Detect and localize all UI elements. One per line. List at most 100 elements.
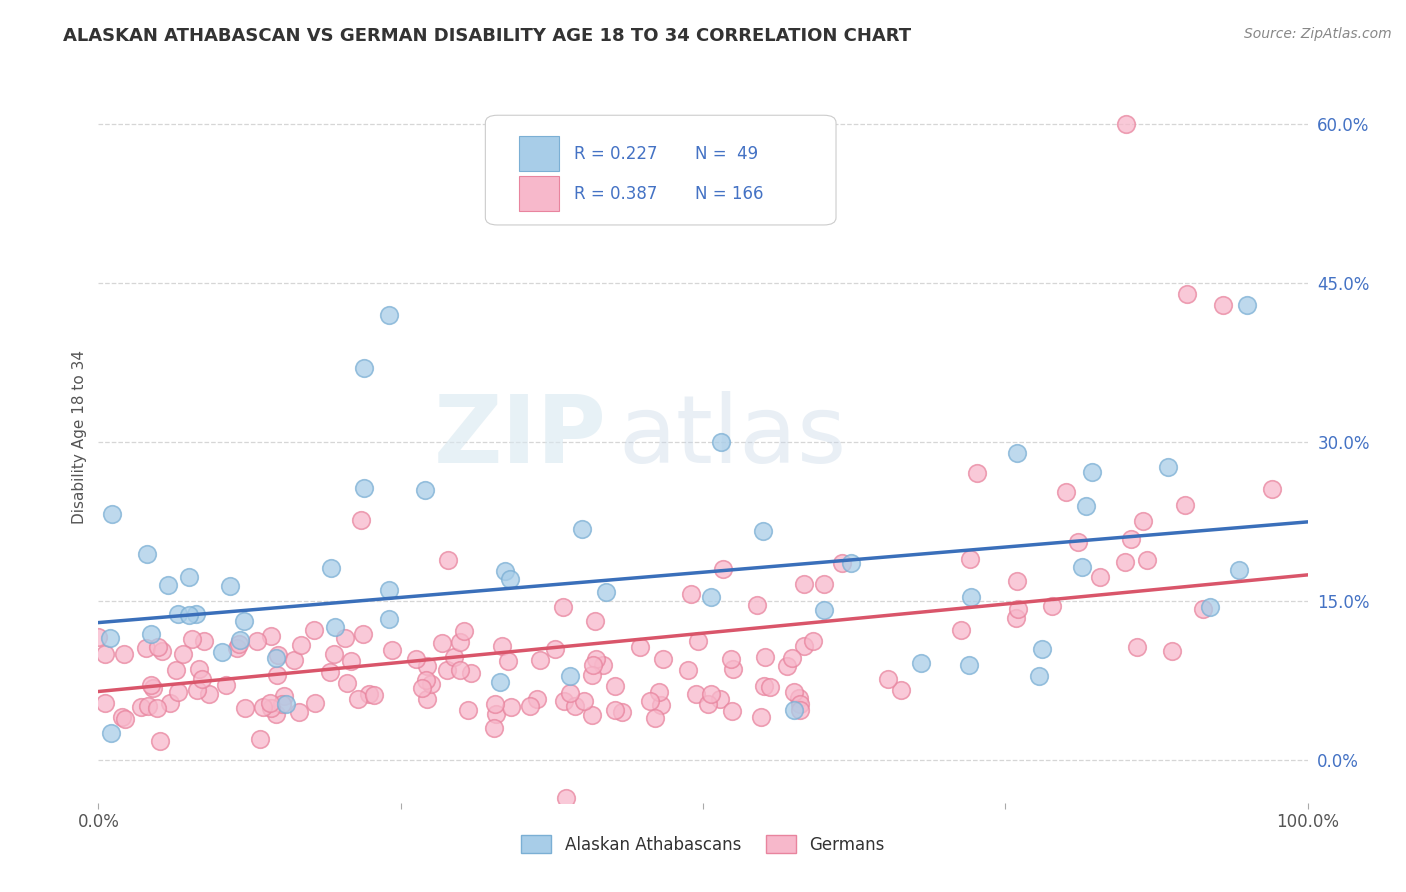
Point bbox=[787, 691, 810, 706]
Point bbox=[603, 702, 626, 716]
Point bbox=[1028, 668, 1050, 682]
Point bbox=[1136, 553, 1159, 567]
Point bbox=[679, 587, 702, 601]
Text: ALASKAN ATHABASCAN VS GERMAN DISABILITY AGE 18 TO 34 CORRELATION CHART: ALASKAN ATHABASCAN VS GERMAN DISABILITY … bbox=[63, 27, 911, 45]
Point bbox=[651, 652, 673, 666]
Point bbox=[405, 652, 427, 666]
Point bbox=[264, 651, 287, 665]
Point bbox=[228, 637, 250, 651]
Point bbox=[498, 572, 520, 586]
Point bbox=[592, 658, 614, 673]
Point bbox=[721, 662, 744, 676]
Point bbox=[1007, 602, 1029, 616]
Point bbox=[1005, 610, 1028, 624]
Point bbox=[501, 700, 523, 714]
Point bbox=[1115, 117, 1137, 131]
Point bbox=[1191, 601, 1213, 615]
Point bbox=[789, 703, 811, 717]
Text: ZIP: ZIP bbox=[433, 391, 606, 483]
Point bbox=[166, 685, 188, 699]
Point bbox=[1174, 498, 1197, 512]
Point bbox=[165, 663, 187, 677]
Point bbox=[249, 731, 271, 746]
Point bbox=[1198, 599, 1220, 614]
Point bbox=[449, 663, 471, 677]
Point bbox=[93, 697, 115, 711]
Point bbox=[776, 659, 799, 673]
Point bbox=[288, 705, 311, 719]
Point bbox=[453, 624, 475, 638]
Point bbox=[605, 680, 627, 694]
Point bbox=[411, 681, 433, 696]
Point bbox=[754, 649, 776, 664]
Point bbox=[436, 664, 458, 678]
Point bbox=[1040, 599, 1063, 614]
Point bbox=[685, 688, 707, 702]
Point bbox=[152, 643, 174, 657]
Point bbox=[628, 640, 651, 654]
Point bbox=[129, 700, 152, 714]
Point bbox=[783, 703, 806, 717]
Point bbox=[496, 654, 519, 668]
Point bbox=[377, 612, 399, 626]
Point bbox=[266, 648, 288, 662]
Point bbox=[780, 650, 803, 665]
Point bbox=[696, 697, 718, 711]
Point bbox=[700, 591, 723, 605]
Point bbox=[215, 678, 238, 692]
Point bbox=[218, 579, 240, 593]
Y-axis label: Disability Age 18 to 34: Disability Age 18 to 34 bbox=[72, 350, 87, 524]
Point bbox=[1227, 563, 1250, 577]
Point bbox=[460, 666, 482, 681]
Point bbox=[322, 647, 344, 661]
Point bbox=[482, 721, 505, 735]
Point bbox=[156, 577, 179, 591]
Point bbox=[335, 631, 357, 645]
Point bbox=[648, 685, 671, 699]
Point bbox=[290, 638, 312, 652]
Point bbox=[416, 692, 439, 706]
Point bbox=[252, 699, 274, 714]
Point bbox=[149, 733, 172, 747]
Point bbox=[136, 547, 159, 561]
Point bbox=[1236, 297, 1258, 311]
Point bbox=[721, 704, 744, 718]
Point bbox=[266, 668, 288, 682]
Point bbox=[233, 615, 256, 629]
Point bbox=[1132, 514, 1154, 528]
Point bbox=[304, 696, 326, 710]
Text: Source: ZipAtlas.com: Source: ZipAtlas.com bbox=[1244, 27, 1392, 41]
Point bbox=[112, 648, 135, 662]
Point bbox=[1081, 465, 1104, 479]
Text: atlas: atlas bbox=[619, 391, 846, 483]
Point bbox=[347, 691, 370, 706]
Point bbox=[553, 694, 575, 708]
Point bbox=[720, 652, 742, 666]
Point bbox=[957, 657, 980, 672]
Point bbox=[191, 672, 214, 686]
Point bbox=[544, 641, 567, 656]
Point bbox=[959, 551, 981, 566]
Point bbox=[302, 623, 325, 637]
Point bbox=[325, 620, 347, 634]
Point bbox=[271, 698, 294, 712]
Point bbox=[260, 629, 283, 643]
Point bbox=[1121, 532, 1143, 546]
Point bbox=[350, 513, 373, 527]
Point bbox=[146, 640, 169, 655]
FancyBboxPatch shape bbox=[519, 136, 560, 171]
Point bbox=[352, 626, 374, 640]
Point bbox=[1212, 297, 1234, 311]
Point bbox=[709, 692, 731, 706]
Point bbox=[754, 679, 776, 693]
Point bbox=[419, 677, 441, 691]
Point bbox=[273, 690, 295, 704]
Point bbox=[813, 577, 835, 591]
Point bbox=[793, 577, 815, 591]
Point bbox=[274, 697, 297, 711]
Point bbox=[177, 570, 200, 584]
Point bbox=[1160, 643, 1182, 657]
Point bbox=[813, 603, 835, 617]
Point bbox=[789, 697, 811, 711]
Point bbox=[260, 700, 283, 714]
